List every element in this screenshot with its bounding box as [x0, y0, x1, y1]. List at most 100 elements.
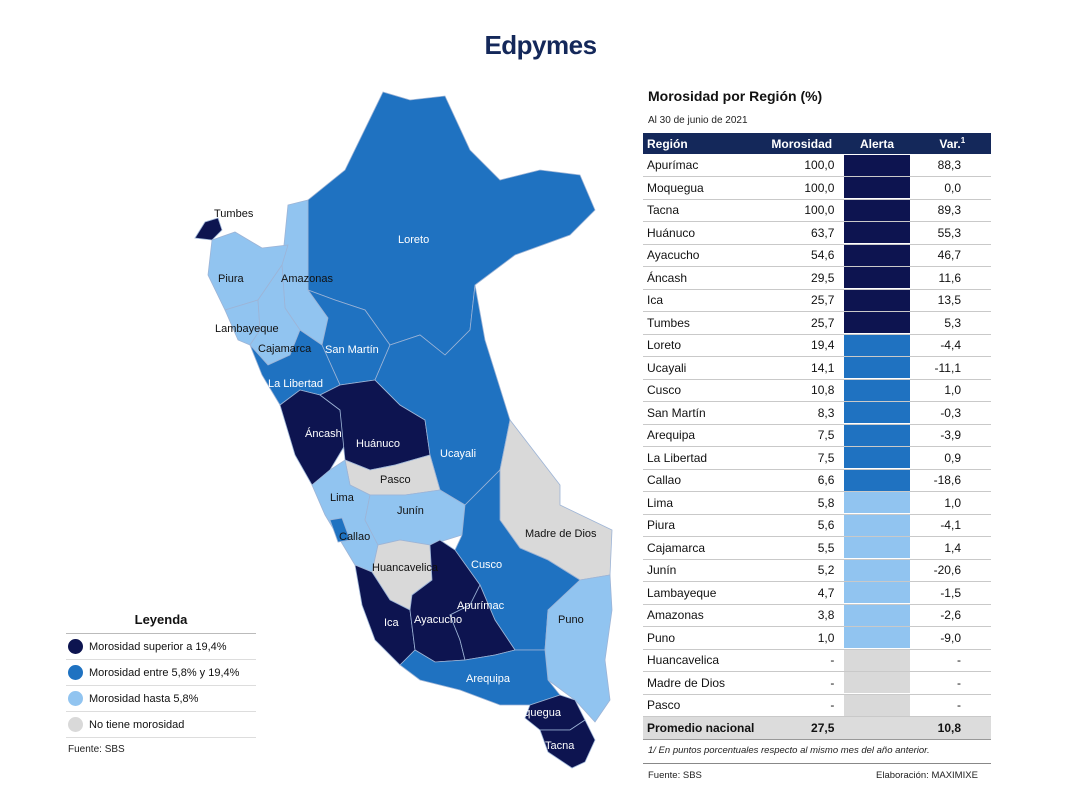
alert-swatch	[844, 694, 910, 716]
table-row: Áncash 29,5 11,6	[643, 266, 991, 290]
table-row: Pasco - -	[643, 694, 991, 717]
cell-morosidad: 25,7	[765, 289, 841, 312]
cell-morosidad: 100,0	[765, 154, 841, 177]
cell-morosidad: -	[765, 694, 841, 717]
cell-morosidad: 54,6	[765, 244, 841, 267]
legend-item-low: Morosidad hasta 5,8%	[66, 686, 256, 712]
alert-swatch	[844, 492, 910, 514]
label-lambayeque: Lambayeque	[215, 323, 279, 335]
cell-var: 13,5	[913, 289, 991, 312]
cell-alerta	[840, 604, 914, 627]
cell-var: -0,3	[913, 401, 991, 425]
cell-alerta	[840, 649, 914, 672]
cell-var: 1,0	[913, 379, 991, 402]
cell-var: 5,3	[913, 311, 991, 335]
cell-alerta	[840, 694, 914, 717]
table-row: Apurímac 100,0 88,3	[643, 154, 991, 177]
alert-swatch	[844, 469, 910, 491]
table-row: Madre de Dios - -	[643, 671, 991, 695]
cell-alerta	[840, 581, 914, 605]
cell-var: 88,3	[913, 154, 991, 177]
region-tumbes[interactable]	[194, 217, 223, 241]
cell-region: Junín	[643, 559, 766, 582]
cell-var: 1,0	[913, 491, 991, 515]
region-junin[interactable]	[364, 489, 466, 546]
total-region: Promedio nacional	[643, 716, 766, 740]
cell-morosidad: -	[765, 671, 841, 695]
cell-var: -9,0	[913, 626, 991, 650]
legend-item-high: Morosidad superior a 19,4%	[66, 634, 256, 660]
cell-var: 55,3	[913, 221, 991, 245]
header-alerta: Alerta	[840, 133, 914, 154]
alert-swatch	[844, 402, 910, 424]
cell-region: Ucayali	[643, 356, 766, 380]
table-row: Amazonas 3,8 -2,6	[643, 604, 991, 627]
region-arequipa[interactable]	[399, 649, 561, 706]
alert-swatch	[844, 604, 910, 626]
legend-swatch-low	[68, 691, 83, 706]
cell-morosidad: 4,7	[765, 581, 841, 605]
cell-morosidad: 7,5	[765, 424, 841, 447]
cell-var: -	[913, 649, 991, 672]
alert-swatch	[844, 312, 910, 334]
table-row: La Libertad 7,5 0,9	[643, 446, 991, 470]
alert-swatch	[844, 177, 910, 199]
cell-alerta	[840, 154, 914, 177]
table-row: Loreto 19,4 -4,4	[643, 334, 991, 357]
cell-region: Arequipa	[643, 424, 766, 447]
header-morosidad: Morosidad	[765, 133, 841, 154]
alert-swatch	[844, 514, 910, 536]
label-san-martin: San Martín	[325, 344, 379, 356]
legend-label-mid: Morosidad entre 5,8% y 19,4%	[89, 666, 240, 679]
header-region: Región	[643, 133, 766, 154]
alert-swatch	[844, 627, 910, 649]
legend-item-none: No tiene morosidad	[66, 712, 256, 738]
label-lima: Lima	[330, 492, 355, 504]
cell-region: Huánuco	[643, 221, 766, 245]
label-ucayali: Ucayali	[440, 448, 476, 460]
cell-var: -18,6	[913, 469, 991, 492]
cell-var: 89,3	[913, 199, 991, 222]
label-la-libertad: La Libertad	[268, 378, 323, 390]
alert-swatch	[844, 357, 910, 379]
cell-region: Loreto	[643, 334, 766, 357]
alert-swatch	[844, 267, 910, 289]
cell-morosidad: 8,3	[765, 401, 841, 425]
label-puno: Puno	[558, 614, 584, 626]
region-tacna[interactable]	[539, 719, 596, 769]
label-tumbes: Tumbes	[214, 208, 254, 220]
cell-region: Callao	[643, 469, 766, 492]
cell-var: 0,0	[913, 176, 991, 200]
cell-var: 11,6	[913, 266, 991, 290]
cell-alerta	[840, 356, 914, 380]
cell-region: Piura	[643, 514, 766, 537]
cell-region: Ica	[643, 289, 766, 312]
cell-alerta	[840, 536, 914, 560]
legend-item-mid: Morosidad entre 5,8% y 19,4%	[66, 660, 256, 686]
table-row: Junín 5,2 -20,6	[643, 559, 991, 582]
cell-morosidad: 5,2	[765, 559, 841, 582]
label-tacna: Tacna	[545, 740, 575, 752]
label-ayacucho: Ayacucho	[414, 614, 462, 626]
label-piura: Piura	[218, 273, 245, 285]
alert-swatch	[844, 424, 910, 446]
alert-swatch	[844, 672, 910, 694]
header-var: Var.1	[913, 133, 991, 154]
cell-var: -	[913, 671, 991, 695]
cell-morosidad: 14,1	[765, 356, 841, 380]
legend-swatch-mid	[68, 665, 83, 680]
region-callao[interactable]	[329, 517, 351, 543]
label-ica: Ica	[384, 617, 400, 629]
cell-morosidad: 25,7	[765, 311, 841, 335]
label-ancash: Áncash	[305, 427, 342, 440]
cell-region: Tacna	[643, 199, 766, 222]
cell-morosidad: 5,5	[765, 536, 841, 560]
table-row: Puno 1,0 -9,0	[643, 626, 991, 650]
alert-swatch	[844, 154, 910, 176]
cell-alerta	[840, 424, 914, 447]
cell-var: -20,6	[913, 559, 991, 582]
cell-region: Amazonas	[643, 604, 766, 627]
table-row: Ica 25,7 13,5	[643, 289, 991, 312]
cell-region: Ayacucho	[643, 244, 766, 267]
cell-alerta	[840, 491, 914, 515]
